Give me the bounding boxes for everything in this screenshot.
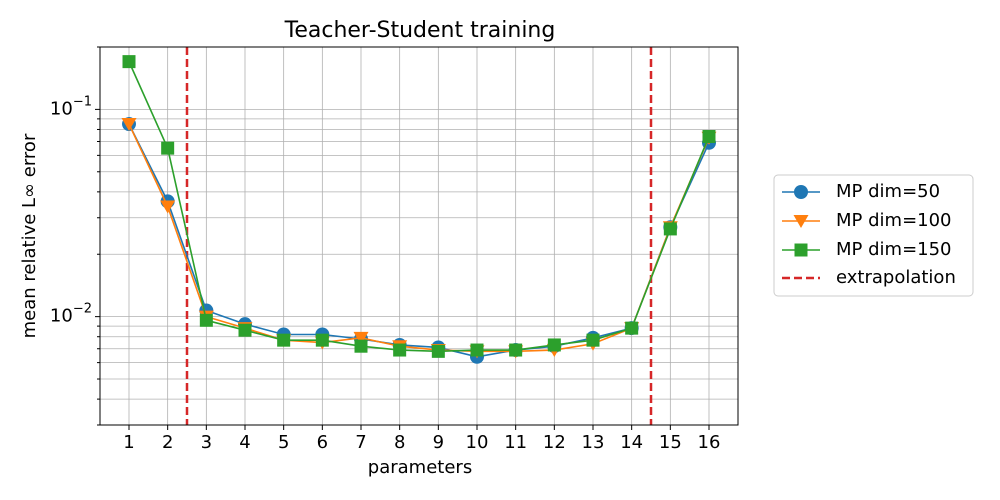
x-tick-label: 5 — [278, 432, 289, 453]
legend-label: MP dim=150 — [836, 239, 952, 260]
marker — [470, 343, 484, 357]
legend-label: MP dim=50 — [836, 181, 940, 202]
marker — [315, 333, 329, 347]
marker — [663, 222, 677, 236]
legend-box — [773, 174, 974, 297]
x-axis-label: parameters — [368, 457, 472, 478]
y-tick-label: 10−1 — [50, 94, 92, 120]
x-tick-label: 10 — [466, 432, 489, 453]
marker — [509, 343, 523, 357]
series-line — [128, 123, 710, 358]
marker — [121, 118, 137, 132]
x-tick-label: 8 — [394, 432, 405, 453]
x-tick-label: 4 — [239, 432, 250, 453]
marker — [794, 243, 808, 257]
marker — [702, 129, 716, 143]
y-tick-label: 10−2 — [50, 301, 92, 327]
marker — [161, 141, 175, 155]
marker — [431, 344, 445, 358]
marker — [238, 323, 252, 337]
marker — [793, 215, 809, 228]
series-line — [128, 123, 710, 353]
x-tick-label: 15 — [659, 432, 682, 453]
marker — [354, 339, 368, 353]
y-axis-label: mean relative L∞ error — [19, 133, 40, 338]
marker — [277, 333, 291, 347]
x-tick-label: 7 — [355, 432, 366, 453]
legend: MP dim=50 MP dim=100 MP dim=150 extrapolati… — [773, 174, 974, 297]
x-tick-label: 1 — [123, 432, 134, 453]
marker — [547, 338, 561, 352]
marker — [199, 313, 213, 327]
x-tick-label: 14 — [620, 432, 643, 453]
x-tick-label: 3 — [201, 432, 212, 453]
x-tick-label: 6 — [317, 432, 328, 453]
plot — [121, 47, 717, 425]
plot-frame — [99, 46, 739, 426]
x-tick-label: 9 — [433, 432, 444, 453]
marker — [353, 331, 369, 345]
marker — [393, 343, 407, 357]
legend-label: MP dim=100 — [836, 210, 952, 231]
chart-title: Teacher-Student training — [284, 18, 556, 43]
x-tick-label: 12 — [543, 432, 566, 453]
series-line — [128, 61, 710, 353]
x-tick-label: 16 — [698, 432, 721, 453]
marker — [586, 333, 600, 347]
marker — [625, 321, 639, 335]
x-tick-label: 2 — [162, 432, 173, 453]
legend-label: extrapolation — [836, 267, 956, 288]
x-tick-label: 13 — [582, 432, 605, 453]
marker — [160, 200, 176, 214]
marker — [794, 185, 808, 199]
marker — [122, 55, 136, 69]
x-tick-label: 11 — [504, 432, 527, 453]
